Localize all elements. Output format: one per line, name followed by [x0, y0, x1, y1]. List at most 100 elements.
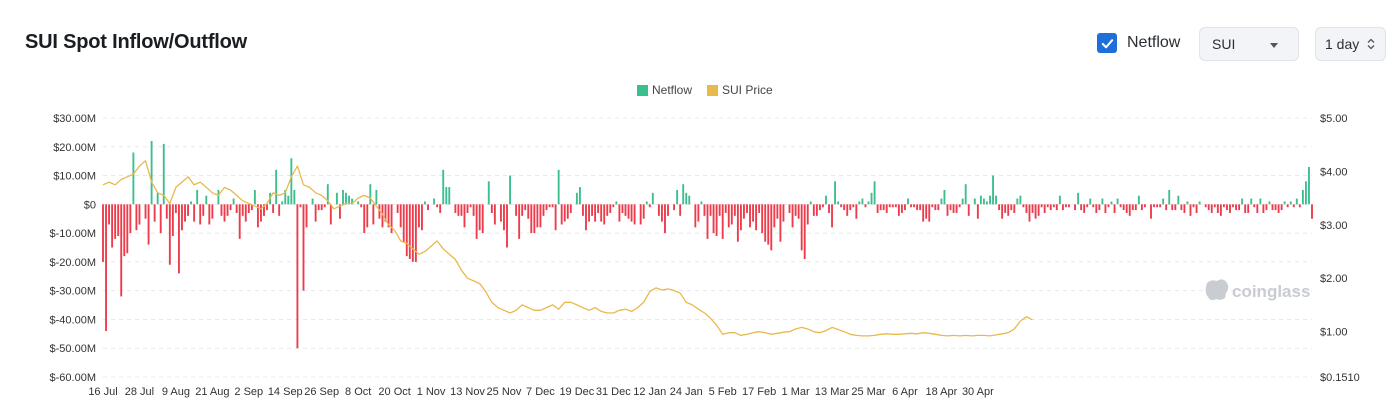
netflow-bar-negative — [1226, 204, 1228, 211]
netflow-bar-negative — [1001, 204, 1004, 219]
netflow-bar-negative — [812, 204, 815, 216]
netflow-bar-negative — [1277, 204, 1280, 213]
y-left-tick-label: $-60.00M — [50, 372, 96, 384]
netflow-bar-negative — [1222, 204, 1225, 208]
legend-netflow: Netflow — [652, 83, 692, 97]
netflow-bar-negative — [952, 204, 955, 213]
sort-arrows-icon — [1367, 38, 1375, 50]
netflow-bar-positive — [1016, 198, 1019, 205]
netflow-bar-negative — [220, 204, 223, 216]
netflow-bar-negative — [885, 204, 888, 213]
netflow-toggle[interactable]: Netflow — [1097, 33, 1180, 53]
netflow-bar-negative — [521, 204, 524, 216]
x-tick-label: 30 Apr — [962, 386, 994, 398]
netflow-bar-negative — [256, 204, 259, 228]
netflow-bar-negative — [1274, 204, 1277, 211]
netflow-bar-negative — [1153, 204, 1155, 208]
netflow-bar-negative — [585, 204, 587, 231]
coin-select[interactable]: SUI — [1199, 27, 1299, 61]
netflow-bar-positive — [348, 195, 350, 205]
netflow-bar-negative — [260, 204, 262, 222]
netflow-bar-negative — [1159, 204, 1162, 208]
netflow-bar-negative — [776, 204, 779, 219]
netflow-bar-negative — [402, 204, 405, 242]
netflow-bar-negative — [475, 204, 478, 239]
netflow-bar-negative — [247, 204, 250, 213]
netflow-bar-negative — [1156, 204, 1159, 208]
netflow-bar-negative — [1171, 204, 1174, 211]
netflow-bar-negative — [1180, 204, 1183, 211]
netflow-checkbox[interactable] — [1097, 33, 1117, 53]
netflow-bar-positive — [281, 201, 284, 205]
netflow-bar-positive — [995, 195, 998, 205]
netflow-bar-negative — [144, 204, 147, 219]
netflow-bar-negative — [639, 204, 642, 225]
netflow-bar-negative — [739, 204, 742, 231]
netflow-bar-negative — [1107, 204, 1110, 208]
x-tick-label: 16 Jul — [88, 386, 117, 398]
netflow-bar-negative — [569, 204, 572, 213]
netflow-bar-negative — [1235, 204, 1237, 211]
netflow-bar-negative — [1128, 204, 1131, 216]
netflow-bar-negative — [1192, 204, 1195, 208]
netflow-bar-negative — [165, 204, 168, 219]
netflow-bar-negative — [238, 204, 241, 239]
netflow-bar-positive — [1101, 198, 1104, 205]
period-select[interactable]: 1 day — [1315, 27, 1386, 61]
netflow-bar-positive — [870, 192, 873, 205]
netflow-bar-positive — [615, 201, 618, 205]
netflow-bar-negative — [542, 204, 545, 216]
netflow-bar-positive — [1058, 195, 1061, 205]
netflow-bar-positive — [982, 198, 985, 205]
netflow-bar-negative — [821, 204, 824, 208]
x-tick-label: 12 Jan — [633, 386, 666, 398]
netflow-bar-positive — [575, 192, 578, 205]
netflow-bar-positive — [1137, 195, 1140, 205]
netflow-bar-negative — [1265, 204, 1268, 211]
netflow-bar-negative — [1004, 204, 1007, 213]
coinglass-watermark: coinglass — [1205, 279, 1310, 301]
netflow-bar-negative — [421, 204, 423, 231]
netflow-bar-negative — [360, 204, 363, 208]
netflow-bar-negative — [618, 204, 621, 222]
y-left-tick-label: $0 — [84, 199, 96, 211]
netflow-bar-negative — [749, 204, 751, 228]
y-left-tick-label: $-30.00M — [50, 286, 96, 298]
netflow-bar-negative — [184, 204, 186, 222]
netflow-bar-positive — [1110, 201, 1113, 205]
netflow-bar-negative — [539, 204, 542, 228]
netflow-bar-negative — [527, 204, 530, 219]
netflow-bar-positive — [992, 175, 994, 205]
netflow-bar-negative — [378, 204, 381, 219]
x-tick-label: 18 Apr — [925, 386, 957, 398]
netflow-bar-positive — [961, 198, 964, 205]
netflow-bar-positive — [1283, 201, 1286, 205]
netflow-bar-negative — [1043, 204, 1046, 213]
netflow-bar-negative — [597, 204, 600, 213]
y-axis-left: $30.00M $20.00M $10.00M $0 $-10.00M $-20.00M $… — [50, 113, 96, 384]
netflow-bar-negative — [229, 204, 232, 211]
netflow-bar-negative — [852, 204, 855, 208]
netflow-bar-negative — [1080, 204, 1083, 211]
netflow-bar-negative — [536, 204, 539, 228]
netflow-bar-positive — [487, 181, 490, 205]
netflow-bar-positive — [1089, 198, 1092, 205]
netflow-bar-negative — [427, 204, 429, 211]
netflow-bar-negative — [1131, 204, 1134, 211]
netflow-bar-negative — [241, 204, 244, 216]
netflow-bar-negative — [949, 204, 952, 211]
netflow-bar-negative — [955, 204, 958, 213]
netflow-bar-negative — [1095, 204, 1098, 213]
netflow-bar-negative — [788, 204, 791, 213]
netflow-bar-negative — [469, 204, 472, 208]
y-left-tick-label: $-50.00M — [50, 343, 96, 355]
netflow-bar-negative — [1086, 204, 1089, 208]
netflow-bar-negative — [478, 204, 481, 231]
netflow-bar-negative — [1195, 204, 1198, 213]
netflow-bar-positive — [1250, 198, 1253, 205]
netflow-bar-positive — [287, 195, 290, 205]
netflow-bar-negative — [1007, 204, 1010, 216]
netflow-bar-negative — [563, 204, 566, 222]
netflow-bar-negative — [153, 204, 156, 222]
page-title: SUI Spot Inflow/Outflow — [25, 31, 248, 53]
